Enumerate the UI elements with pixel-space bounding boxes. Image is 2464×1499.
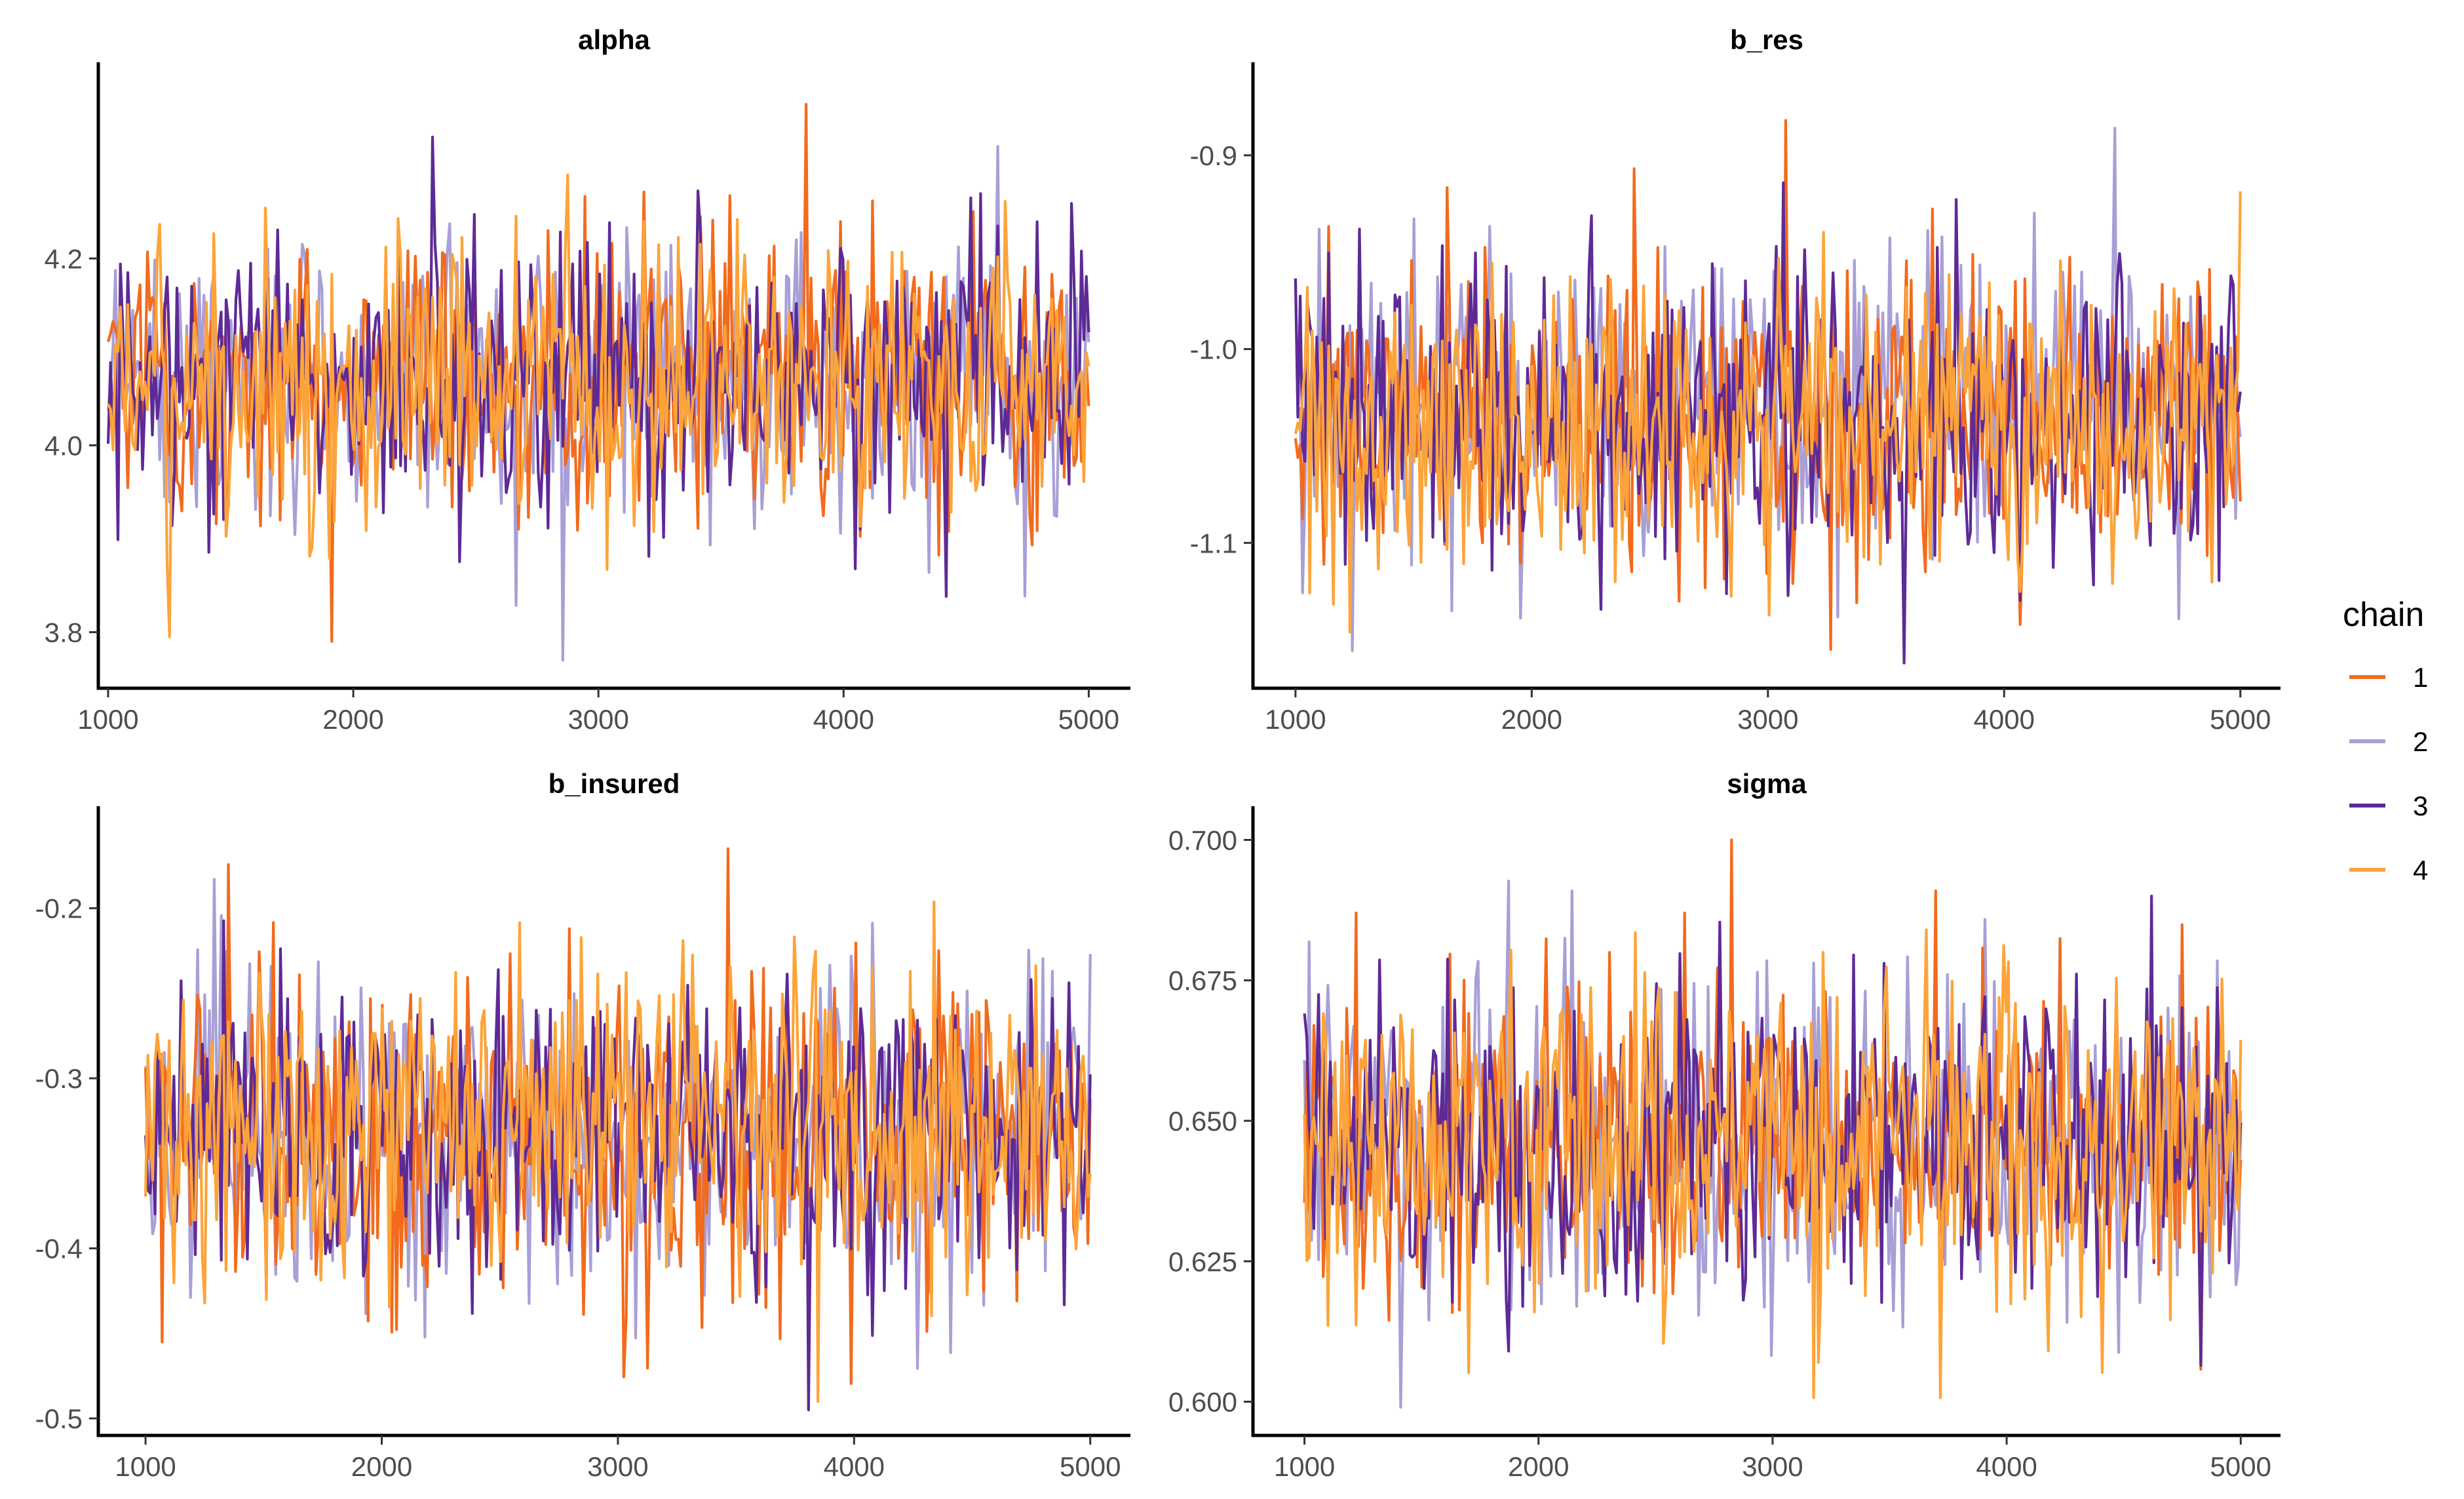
y-tick-label: -0.2 <box>35 893 83 924</box>
panel-sigma: sigma 1000 2000 3000 4000 5000 0.600 0.625 0.650… <box>1168 768 2281 1482</box>
series-line-chain-4 <box>1294 191 2242 634</box>
legend-item-chain-1: 1 <box>2349 662 2428 693</box>
panel-title: alpha <box>578 24 650 55</box>
x-tick-label: 3000 <box>1737 704 1798 735</box>
x-tick-label: 3000 <box>568 704 628 735</box>
x-tick-label: 5000 <box>1060 1451 1121 1482</box>
y-tick-label: 4.2 <box>45 243 83 274</box>
y-tick-label: -0.3 <box>35 1063 83 1094</box>
x-tick-label: 4000 <box>1974 704 2035 735</box>
series-line-chain-3 <box>106 135 1090 598</box>
panel-b-res: b_res 1000 2000 3000 4000 5000 -0.9 -1.0 -1.1 <box>1190 24 2281 735</box>
legend-label: 1 <box>2413 662 2428 693</box>
series-line-chain-4 <box>107 173 1090 638</box>
series-line-chain-4 <box>144 900 1092 1403</box>
x-tick-label: 1000 <box>1265 704 1326 735</box>
y-tick-label: 0.675 <box>1168 965 1237 996</box>
x-tick-label: 2000 <box>1501 704 1562 735</box>
x-tick-label: 2000 <box>1508 1451 1569 1482</box>
panel-title: b_res <box>1730 24 1803 55</box>
legend-item-chain-3: 3 <box>2349 790 2428 821</box>
panel-title: b_insured <box>549 768 680 799</box>
series-line-chain-4 <box>1303 928 2243 1399</box>
y-tick-label: -0.4 <box>35 1234 83 1264</box>
x-tick-label: 4000 <box>1976 1451 2037 1482</box>
y-tick-label: 0.650 <box>1168 1106 1237 1137</box>
x-tick-label: 2000 <box>322 704 383 735</box>
panel-title: sigma <box>1727 768 1807 799</box>
panel-alpha: alpha 1000 2000 3000 4000 5000 3.8 4.0 4.2 <box>45 24 1130 735</box>
y-tick-label: -1.1 <box>1190 528 1237 558</box>
x-tick-label: 2000 <box>351 1451 412 1482</box>
y-tick-label: -0.9 <box>1190 140 1237 171</box>
y-tick-label: 0.625 <box>1168 1246 1237 1277</box>
y-tick-label: 0.600 <box>1168 1387 1237 1418</box>
y-tick-label: 3.8 <box>45 617 83 648</box>
x-tick-label: 4000 <box>813 704 874 735</box>
legend-label: 2 <box>2413 726 2428 757</box>
y-tick-label: 4.0 <box>45 430 83 461</box>
x-tick-label: 1000 <box>1274 1451 1335 1482</box>
y-tick-label: -0.5 <box>35 1403 83 1434</box>
x-tick-label: 4000 <box>824 1451 885 1482</box>
x-tick-label: 5000 <box>2210 704 2271 735</box>
x-tick-label: 3000 <box>1742 1451 1803 1482</box>
x-tick-label: 5000 <box>1058 704 1119 735</box>
y-tick-label: 0.700 <box>1168 825 1237 855</box>
legend-label: 4 <box>2413 855 2428 886</box>
x-tick-label: 1000 <box>115 1451 176 1482</box>
x-tick-label: 1000 <box>77 704 138 735</box>
legend-title: chain <box>2343 596 2424 634</box>
legend-label: 3 <box>2413 790 2428 821</box>
legend-item-chain-4: 4 <box>2349 855 2428 886</box>
chain-legend: chain 1 2 3 4 <box>2343 596 2428 886</box>
y-tick-label: -1.0 <box>1190 334 1237 365</box>
legend-item-chain-2: 2 <box>2349 726 2428 757</box>
x-tick-label: 3000 <box>587 1451 648 1482</box>
panel-b-insured: b_insured 1000 2000 3000 4000 5000 -0.2 -0.3 -0.… <box>35 768 1130 1482</box>
x-tick-label: 5000 <box>2210 1451 2271 1482</box>
